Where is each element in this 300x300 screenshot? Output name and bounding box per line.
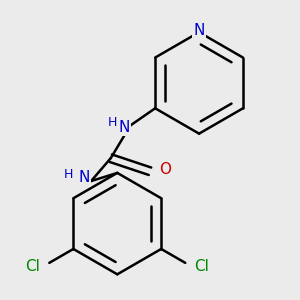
Text: O: O (159, 162, 171, 177)
Text: H: H (108, 116, 117, 129)
Text: N: N (118, 120, 130, 135)
Text: Cl: Cl (194, 259, 209, 274)
Text: H: H (64, 168, 73, 181)
Text: N: N (194, 23, 205, 38)
Text: N: N (79, 170, 90, 185)
Text: Cl: Cl (26, 259, 40, 274)
